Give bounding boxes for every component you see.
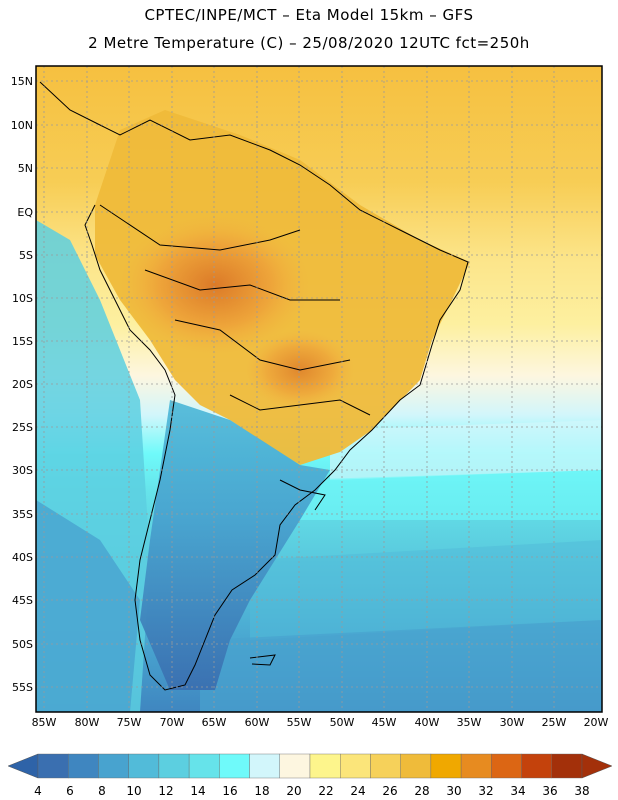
- colorbar-label: 12: [158, 784, 173, 798]
- lon-label: 75W: [117, 716, 142, 729]
- colorbar-swatch: [128, 753, 160, 779]
- colorbar-label: 20: [286, 784, 301, 798]
- lat-label: 30S: [12, 464, 33, 477]
- colorbar-label: 32: [478, 784, 493, 798]
- lat-label: 35S: [12, 508, 33, 521]
- colorbar-label: 14: [190, 784, 205, 798]
- colorbar-label: 24: [350, 784, 365, 798]
- lon-label: 80W: [75, 716, 100, 729]
- lon-label: 85W: [32, 716, 57, 729]
- colorbar-label: 16: [222, 784, 237, 798]
- colorbar-label: 36: [542, 784, 557, 798]
- colorbar-swatch: [158, 753, 190, 779]
- colorbar-left-arrow: [7, 753, 39, 779]
- lon-label: 70W: [160, 716, 185, 729]
- lon-label: 55W: [287, 716, 312, 729]
- lat-label: 50S: [12, 638, 33, 651]
- colorbar-swatch: [400, 753, 432, 779]
- lat-label: 25S: [12, 421, 33, 434]
- longitude-labels: 85W 80W 75W 70W 65W 60W 55W 50W 45W 40W …: [32, 716, 609, 729]
- lon-label: 40W: [415, 716, 440, 729]
- lon-label: 30W: [500, 716, 525, 729]
- colorbar-swatch: [551, 753, 583, 779]
- lon-label: 20W: [584, 716, 609, 729]
- colorbar-label: 30: [446, 784, 461, 798]
- lat-label: 10S: [12, 292, 33, 305]
- colorbar-swatch: [521, 753, 552, 779]
- colorbar-swatch: [98, 753, 129, 779]
- colorbar-label: 4: [34, 784, 42, 798]
- colorbar-label: 8: [98, 784, 106, 798]
- colorbar-swatch: [370, 753, 401, 779]
- colorbar-label: 18: [254, 784, 269, 798]
- map-frame: [35, 65, 603, 713]
- map-title-line2: 2 Metre Temperature (C) – 25/08/2020 12U…: [88, 34, 530, 52]
- map-title-line1: CPTEC/INPE/MCT – Eta Model 15km – GFS: [144, 6, 474, 24]
- colorbar-swatch: [309, 753, 341, 779]
- colorbar-right-arrow: [581, 753, 613, 779]
- lat-label: 15S: [12, 335, 33, 348]
- colorbar-label: 10: [126, 784, 141, 798]
- colorbar-label: 22: [318, 784, 333, 798]
- temperature-field: [36, 66, 602, 712]
- colorbar-swatch: [68, 753, 99, 779]
- lat-label: 5N: [18, 162, 33, 175]
- lon-label: 65W: [202, 716, 227, 729]
- lat-label: EQ: [17, 206, 33, 219]
- lon-label: 35W: [457, 716, 482, 729]
- lon-label: 50W: [330, 716, 355, 729]
- lon-label: 25W: [542, 716, 567, 729]
- colorbar-swatch: [188, 753, 220, 779]
- lat-label: 15N: [11, 75, 33, 88]
- colorbar-swatch: [430, 753, 462, 779]
- colorbar-label: 34: [510, 784, 525, 798]
- colorbar-label: 6: [66, 784, 74, 798]
- colorbar-swatch: [249, 753, 280, 779]
- lat-label: 20S: [12, 378, 33, 391]
- colorbar-label: 38: [574, 784, 589, 798]
- colorbar-swatch: [279, 753, 311, 779]
- lat-label: 45S: [12, 594, 33, 607]
- coastlines: [39, 81, 469, 691]
- lon-label: 45W: [372, 716, 397, 729]
- colorbar-swatch: [219, 753, 250, 779]
- colorbar-label: 26: [382, 784, 397, 798]
- colorbar-swatch: [37, 753, 69, 779]
- colorbar: 4 6 8 10 12 14 16 18 20 22 24 26 28 30 3…: [7, 753, 613, 798]
- lat-label: 40S: [12, 551, 33, 564]
- lon-label: 60W: [245, 716, 270, 729]
- graticule: [36, 66, 602, 712]
- lat-label: 5S: [19, 249, 33, 262]
- latitude-labels: 15N 10N 5N EQ 5S 10S 15S 20S 25S 30S 35S…: [11, 75, 34, 694]
- colorbar-swatch: [491, 753, 522, 779]
- lat-label: 10N: [11, 119, 33, 132]
- colorbar-swatch: [460, 753, 492, 779]
- colorbar-swatch: [340, 753, 371, 779]
- colorbar-label: 28: [414, 784, 429, 798]
- lat-label: 55S: [12, 681, 33, 694]
